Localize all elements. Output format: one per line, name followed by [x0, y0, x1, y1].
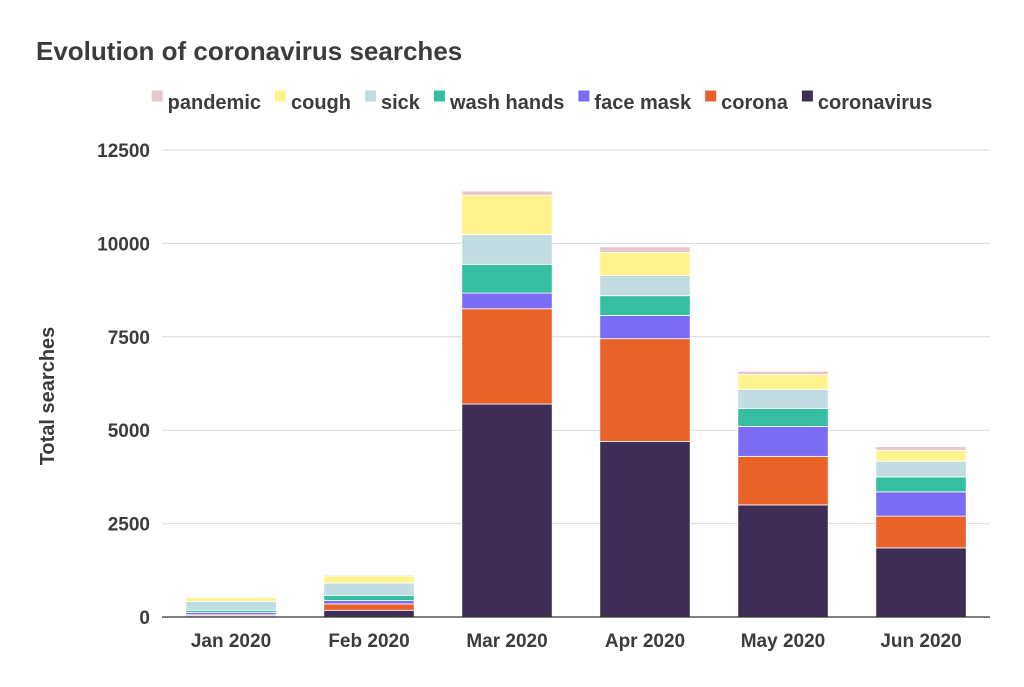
bar-stack [875, 446, 967, 618]
legend-swatch [578, 90, 590, 102]
gridlines [162, 149, 990, 525]
x-tick-label: Jan 2020 [191, 631, 271, 652]
bar-segment-pandemic [875, 446, 967, 451]
bar-segment-pandemic [737, 370, 829, 375]
legend-label: coronavirus [818, 92, 932, 114]
bar-segment-pandemic [599, 246, 691, 253]
legend-label: corona [721, 92, 789, 114]
bar-segment-face-mask [737, 426, 829, 457]
x-axis-ticks: Jan 2020 Feb 2020 Mar 2020 Apr 2020 May 2020… [191, 631, 962, 652]
legend-item: wash hands [433, 90, 564, 114]
bar-segment-cough [323, 575, 415, 584]
bar-stack [599, 246, 691, 618]
y-tick-label: 5000 [108, 421, 150, 442]
bar-segment-wash-hands [875, 476, 967, 493]
legend-swatch [151, 90, 163, 102]
legend-item: corona [705, 90, 789, 114]
y-axis-label: Total searches [37, 327, 59, 466]
bar-segment-wash-hands [323, 594, 415, 601]
bar-segment-face-mask [323, 600, 415, 605]
bar-segment-corona [323, 603, 415, 611]
y-tick-label: 12500 [97, 141, 150, 162]
bar-segment-wash-hands [461, 263, 553, 294]
bar-segment-cough [461, 194, 553, 235]
bar-segment-coronavirus [599, 441, 691, 618]
x-tick-label: Jun 2020 [880, 631, 961, 652]
bar-segment-corona [875, 515, 967, 549]
legend-item: sick [365, 90, 421, 114]
bar-segment-pandemic [461, 190, 553, 196]
chart-title: Evolution of coronavirus searches [36, 36, 462, 66]
legend-label: wash hands [449, 92, 564, 114]
bar-segment-sick [185, 600, 277, 611]
legend-item: face mask [578, 90, 692, 114]
bar-segment-cough [737, 374, 829, 390]
bar-segment-coronavirus [875, 547, 967, 618]
legend: pandemic cough sick wash hands face mask coro… [151, 90, 932, 114]
bar-segment-sick [875, 460, 967, 478]
x-tick-label: Feb 2020 [328, 631, 409, 652]
legend-label: pandemic [168, 92, 261, 114]
bar-segment-coronavirus [323, 609, 415, 618]
legend-swatch [705, 90, 717, 102]
bar-segment-coronavirus [461, 403, 553, 618]
bar-segment-sick [323, 582, 415, 596]
legend-label: face mask [594, 92, 692, 114]
legend-swatch [801, 90, 813, 102]
bar-segment-sick [599, 275, 691, 297]
legend-swatch [433, 90, 445, 102]
bar-segment-coronavirus [737, 504, 829, 618]
bar-stack [185, 596, 277, 618]
bar-stack [737, 370, 829, 618]
bar-segment-wash-hands [737, 408, 829, 427]
legend-item: coronavirus [801, 90, 932, 114]
bar-segment-corona [599, 338, 691, 442]
y-tick-label: 0 [139, 608, 150, 629]
y-tick-label: 7500 [108, 328, 150, 349]
bar-segment-cough [875, 449, 967, 462]
legend-item: pandemic [151, 90, 261, 114]
bar-stack [461, 190, 553, 618]
y-axis-ticks: 0 2500 5000 7500 10000 12500 [97, 141, 150, 629]
y-tick-label: 2500 [108, 515, 150, 536]
bar-segment-face-mask [875, 491, 967, 517]
bar-segment-corona [461, 308, 553, 405]
bars [185, 190, 967, 618]
bar-segment-wash-hands [599, 295, 691, 316]
x-tick-label: May 2020 [741, 631, 826, 652]
bar-segment-face-mask [461, 292, 553, 310]
legend-swatch [275, 90, 287, 102]
legend-label: sick [381, 92, 421, 114]
y-tick-label: 10000 [97, 234, 150, 255]
bar-stack [323, 574, 415, 618]
bar-segment-pandemic [323, 574, 415, 577]
bar-segment-corona [737, 455, 829, 506]
x-tick-label: Mar 2020 [466, 631, 547, 652]
bar-segment-face-mask [599, 315, 691, 340]
bar-segment-sick [737, 389, 829, 409]
legend-swatch [365, 90, 377, 102]
legend-label: cough [291, 92, 351, 114]
bar-segment-pandemic [185, 596, 277, 598]
bar-segment-sick [461, 234, 553, 265]
legend-item: cough [275, 90, 351, 114]
bar-segment-cough [599, 251, 691, 276]
x-tick-label: Apr 2020 [605, 631, 685, 652]
bar-segment-cough [185, 597, 277, 602]
